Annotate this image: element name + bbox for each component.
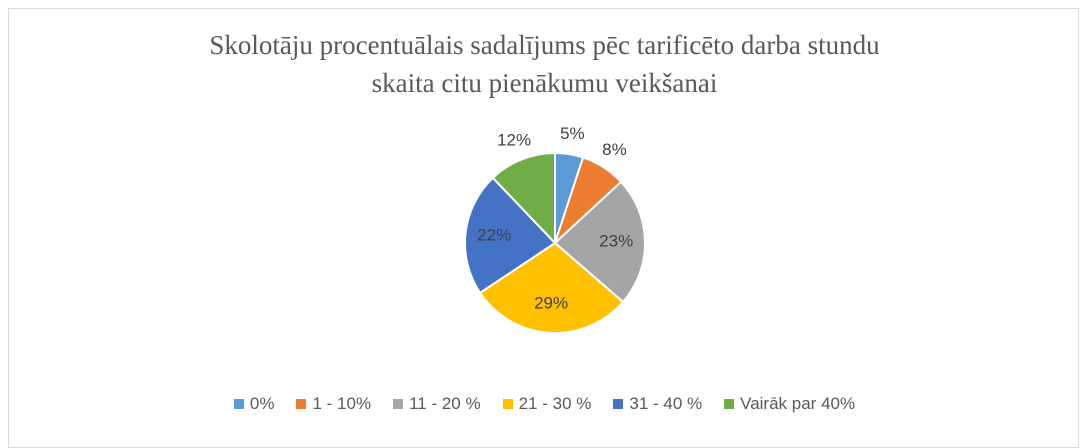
legend-item: 21 - 30 % <box>502 394 592 414</box>
legend-swatch <box>502 399 513 409</box>
legend-swatch <box>296 399 307 409</box>
data-label: 12% <box>497 130 531 149</box>
legend-swatch <box>724 399 735 409</box>
data-label: 5% <box>560 124 585 143</box>
data-label: 29% <box>534 294 568 313</box>
data-label: 8% <box>602 140 627 159</box>
legend-label: 11 - 20 % <box>409 394 481 413</box>
title-box: Skolotāju procentuālais sadalījums pēc t… <box>0 26 1089 102</box>
legend-label: Vairāk par 40% <box>740 394 856 413</box>
page: {"chart_data": {"type": "pie", "title": … <box>0 8 1089 448</box>
legend-item: 11 - 20 % <box>393 394 481 414</box>
legend-swatch <box>613 399 624 409</box>
legend: 0% 1 - 10% 11 - 20 % 21 - 30 % 31 - 40 % Vair… <box>0 394 1089 414</box>
legend-swatch <box>233 399 244 409</box>
pie-slice <box>553 180 646 304</box>
legend-item: 1 - 10% <box>296 394 371 414</box>
legend-label: 21 - 30 % <box>518 394 592 413</box>
pie-slice <box>464 176 557 295</box>
legend-item: 0% <box>233 394 275 414</box>
legend-label: 0% <box>249 394 275 413</box>
chart-title: Skolotāju procentuālais sadalījums pēc t… <box>209 30 880 98</box>
pie-slice <box>478 241 625 334</box>
legend-label: 1 - 10% <box>312 394 372 413</box>
data-label: 23% <box>599 232 633 251</box>
legend-item: 31 - 40 % <box>613 394 702 414</box>
data-label: 22% <box>477 226 511 245</box>
legend-swatch <box>393 399 404 409</box>
legend-item: Vairāk par 40% <box>724 394 855 414</box>
pie-slice <box>491 151 556 246</box>
chart: 5% 8% 23% 29% 22% 12% <box>464 124 646 334</box>
legend-label: 31 - 40 % <box>629 394 703 413</box>
